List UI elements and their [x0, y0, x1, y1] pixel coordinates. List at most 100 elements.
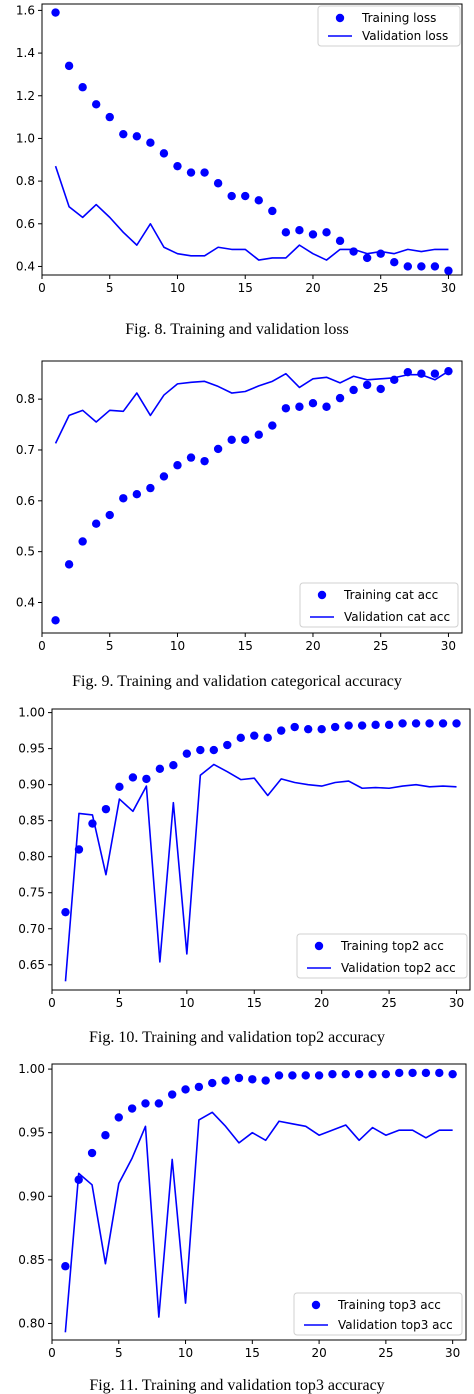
training-point: [141, 1099, 150, 1108]
training-point: [142, 774, 151, 784]
training-point: [64, 61, 74, 71]
training-point: [78, 83, 87, 92]
training-point: [395, 1068, 404, 1078]
x-tick-label: 0: [38, 639, 46, 653]
training-point: [91, 100, 101, 109]
training-point: [421, 1068, 431, 1078]
legend-label: Training loss: [361, 11, 436, 25]
x-tick-label: 20: [311, 1346, 326, 1360]
chart-top2-accuracy: 0 5 10 15 20 25 30 0.65 0.70 0.75 0.80 0.85 0.90 0.95…: [18, 706, 471, 1046]
training-point: [362, 253, 372, 263]
training-point: [254, 196, 263, 205]
training-point: [227, 191, 236, 201]
training-point: [64, 560, 74, 569]
training-point: [330, 722, 340, 732]
training-point: [435, 1068, 444, 1078]
validation-series-line: [64, 1111, 453, 1333]
x-tick-label: 20: [314, 996, 329, 1010]
training-point: [308, 398, 318, 408]
legend-label: Training top2 acc: [340, 939, 444, 953]
training-point: [167, 1090, 177, 1099]
training-point: [209, 745, 219, 755]
x-tick-label: 15: [247, 996, 262, 1010]
y-tick-label: 0.85: [18, 814, 45, 828]
legend-label: Validation top3 acc: [338, 1318, 453, 1332]
training-point: [335, 393, 345, 403]
training-point: [322, 228, 331, 237]
training-point: [250, 731, 259, 740]
training-point: [444, 266, 453, 275]
y-tick-label: 0.90: [18, 1189, 45, 1203]
plot-frame: [41, 360, 463, 634]
training-point: [182, 749, 192, 758]
training-point: [288, 1071, 297, 1080]
training-point: [221, 1076, 230, 1085]
training-point: [390, 257, 399, 267]
validation-series-line: [54, 165, 449, 261]
training-point: [317, 724, 326, 734]
training-point: [241, 435, 250, 445]
training-point: [186, 168, 196, 177]
training-point: [146, 483, 155, 493]
training-point: [411, 719, 421, 728]
training-point: [268, 421, 277, 430]
validation-series-line: [64, 763, 457, 982]
training-point: [181, 1085, 190, 1094]
y-tick-label: 0.8: [16, 174, 35, 188]
training-point: [290, 722, 299, 732]
legend-box: [299, 582, 459, 628]
training-point: [408, 1068, 417, 1078]
training-point: [381, 1069, 391, 1079]
training-point: [295, 402, 304, 411]
training-point: [132, 490, 142, 499]
y-tick-label: 0.85: [18, 1253, 45, 1267]
x-tick-label: 20: [305, 639, 320, 653]
training-point: [295, 225, 304, 235]
training-point: [128, 773, 138, 782]
legend-marker-dot: [335, 13, 345, 23]
training-point: [448, 1069, 457, 1079]
training-point: [322, 402, 331, 411]
y-tick-label: 0.95: [18, 1126, 45, 1140]
x-tick-label: 5: [106, 281, 114, 295]
y-tick-label: 0.8: [16, 392, 35, 406]
training-point: [155, 764, 165, 774]
training-point: [61, 907, 70, 917]
x-tick-label: 0: [48, 996, 56, 1010]
x-tick-label: 30: [441, 639, 456, 653]
training-point: [357, 721, 367, 730]
training-point: [430, 262, 440, 271]
training-point: [119, 494, 128, 503]
x-tick-label: 0: [38, 281, 46, 295]
training-point: [376, 249, 385, 258]
training-point: [213, 444, 223, 454]
training-point: [362, 380, 372, 390]
training-point: [417, 262, 426, 271]
training-point: [51, 616, 60, 625]
training-point: [196, 745, 205, 755]
x-tick-label: 15: [238, 281, 253, 295]
legend-box: [317, 5, 461, 47]
y-tick-label: 0.65: [18, 958, 45, 972]
training-point: [87, 1148, 97, 1158]
training-point: [200, 168, 209, 177]
validation-series-line: [54, 370, 449, 444]
training-point: [308, 230, 318, 239]
x-tick-label: 30: [441, 281, 456, 295]
y-tick-label: 0.7: [16, 443, 35, 457]
legend-label: Validation loss: [362, 29, 448, 43]
y-tick-label: 0.75: [18, 886, 45, 900]
chart-categorical-accuracy: 0 5 10 15 20 25 30 0.4 0.5 0.6 0.7 0.8 Training cat …: [16, 360, 463, 690]
x-tick-label: 25: [381, 996, 396, 1010]
y-tick-label: 1.00: [18, 706, 45, 720]
x-tick-label: 25: [373, 639, 388, 653]
training-point: [105, 112, 114, 122]
figure-caption: Fig. 9. Training and validation categori…: [72, 673, 402, 690]
training-point: [314, 1071, 324, 1080]
training-point: [169, 761, 178, 770]
y-tick-label: 0.6: [16, 217, 35, 231]
training-point: [200, 456, 209, 466]
training-point: [101, 1131, 110, 1140]
training-point: [254, 430, 263, 439]
y-tick-label: 0.95: [18, 742, 45, 756]
